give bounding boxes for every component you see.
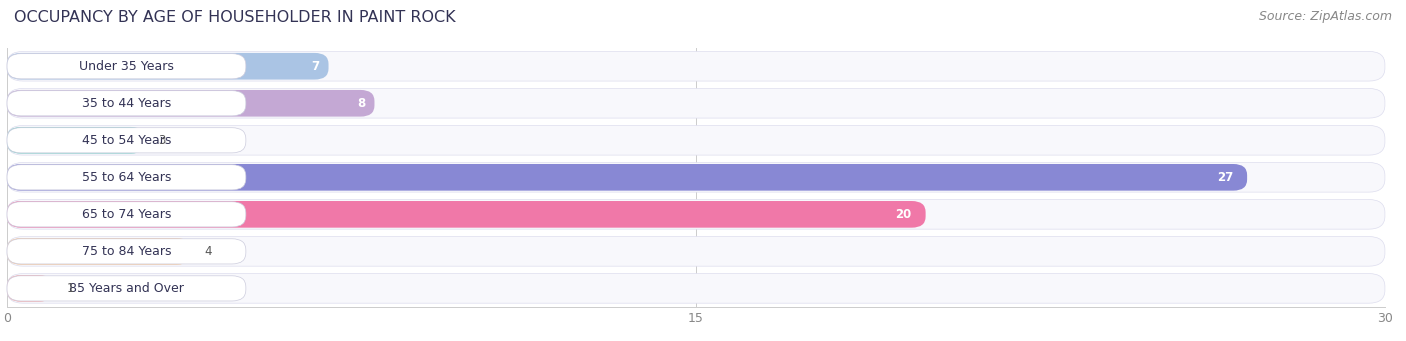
Text: Under 35 Years: Under 35 Years bbox=[79, 60, 174, 73]
Text: 75 to 84 Years: 75 to 84 Years bbox=[82, 245, 172, 258]
FancyBboxPatch shape bbox=[7, 165, 246, 190]
FancyBboxPatch shape bbox=[7, 51, 1385, 81]
Text: 7: 7 bbox=[311, 60, 319, 73]
FancyBboxPatch shape bbox=[7, 237, 1385, 266]
FancyBboxPatch shape bbox=[7, 90, 374, 117]
Text: 27: 27 bbox=[1218, 171, 1233, 184]
Text: 35 to 44 Years: 35 to 44 Years bbox=[82, 97, 172, 110]
FancyBboxPatch shape bbox=[7, 276, 246, 301]
Text: 20: 20 bbox=[896, 208, 912, 221]
Text: 1: 1 bbox=[66, 282, 75, 295]
Text: 65 to 74 Years: 65 to 74 Years bbox=[82, 208, 172, 221]
FancyBboxPatch shape bbox=[7, 239, 246, 264]
Text: 8: 8 bbox=[357, 97, 366, 110]
FancyBboxPatch shape bbox=[7, 91, 246, 116]
FancyBboxPatch shape bbox=[7, 199, 1385, 229]
FancyBboxPatch shape bbox=[7, 273, 1385, 303]
FancyBboxPatch shape bbox=[7, 201, 925, 228]
FancyBboxPatch shape bbox=[7, 163, 1385, 192]
Text: 85 Years and Over: 85 Years and Over bbox=[69, 282, 184, 295]
FancyBboxPatch shape bbox=[7, 127, 145, 154]
FancyBboxPatch shape bbox=[7, 88, 1385, 118]
Text: 45 to 54 Years: 45 to 54 Years bbox=[82, 134, 172, 147]
FancyBboxPatch shape bbox=[7, 275, 53, 302]
FancyBboxPatch shape bbox=[7, 164, 1247, 191]
FancyBboxPatch shape bbox=[7, 128, 246, 153]
Text: Source: ZipAtlas.com: Source: ZipAtlas.com bbox=[1258, 10, 1392, 23]
Text: 4: 4 bbox=[204, 245, 212, 258]
FancyBboxPatch shape bbox=[7, 125, 1385, 155]
FancyBboxPatch shape bbox=[7, 53, 329, 79]
FancyBboxPatch shape bbox=[7, 54, 246, 79]
FancyBboxPatch shape bbox=[7, 202, 246, 227]
Text: 3: 3 bbox=[159, 134, 166, 147]
Text: 55 to 64 Years: 55 to 64 Years bbox=[82, 171, 172, 184]
Text: OCCUPANCY BY AGE OF HOUSEHOLDER IN PAINT ROCK: OCCUPANCY BY AGE OF HOUSEHOLDER IN PAINT… bbox=[14, 10, 456, 25]
FancyBboxPatch shape bbox=[7, 238, 191, 265]
